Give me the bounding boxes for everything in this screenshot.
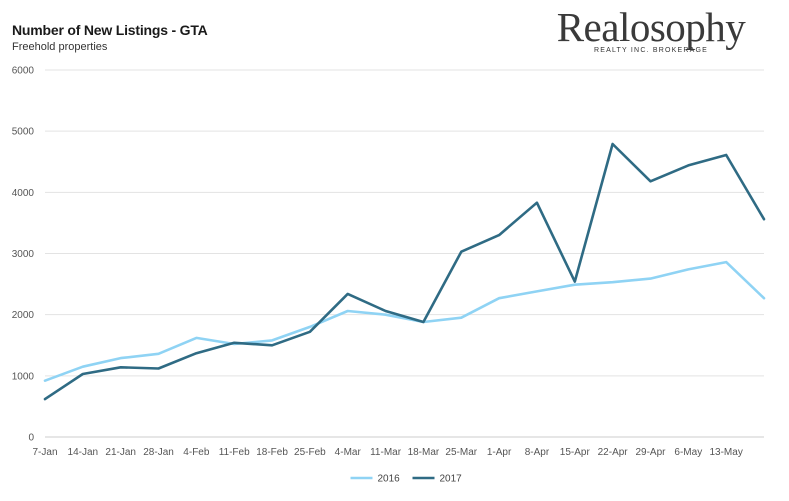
series-lines [43, 142, 766, 401]
chart-title: Number of New Listings - GTA [12, 22, 208, 38]
y-tick-label: 3000 [12, 249, 35, 260]
chart-subtitle: Freehold properties [12, 41, 108, 53]
x-axis-ticks: 7-Jan 14-Jan 21-Jan 28-Jan 4-Feb 11-Feb 18-Feb… [32, 447, 742, 458]
x-tick-label: 18-Mar [408, 447, 440, 458]
x-tick-label: 14-Jan [68, 447, 99, 458]
legend-label: 2016 [378, 474, 401, 485]
brand-logo: Realosophy REALTY INC. BROKERAGE [548, 4, 754, 54]
x-tick-label: 11-Feb [219, 447, 250, 458]
x-tick-label: 18-Feb [256, 447, 288, 458]
brand-name: Realosophy [556, 4, 746, 50]
y-tick-label: 6000 [12, 66, 35, 77]
x-tick-label: 6-May [674, 447, 702, 458]
x-tick-label: 25-Mar [445, 447, 477, 458]
brand-tagline: REALTY INC. BROKERAGE [593, 47, 709, 54]
x-tick-label: 4-Mar [335, 447, 362, 458]
x-tick-label: 22-Apr [598, 447, 629, 458]
y-tick-label: 5000 [12, 127, 35, 138]
y-axis-ticks: 0 1000 2000 3000 4000 5000 6000 [12, 66, 35, 444]
y-tick-label: 1000 [12, 371, 35, 382]
x-tick-label: 11-Mar [370, 447, 402, 458]
series-line-1 [43, 142, 766, 401]
series-line-0 [43, 260, 766, 383]
legend: 2016 2017 [350, 474, 463, 485]
x-tick-label: 21-Jan [105, 447, 136, 458]
x-tick-label: 25-Feb [294, 447, 326, 458]
y-tick-label: 0 [28, 433, 34, 444]
x-tick-label: 4-Feb [183, 447, 210, 458]
legend-label: 2017 [440, 474, 463, 485]
y-tick-label: 2000 [12, 310, 35, 321]
x-tick-label: 15-Apr [560, 447, 591, 458]
x-tick-label: 13-May [709, 447, 742, 458]
x-tick-label: 1-Apr [487, 447, 512, 458]
x-tick-label: 28-Jan [143, 447, 174, 458]
grid-lines [45, 69, 764, 438]
x-tick-label: 8-Apr [525, 447, 550, 458]
x-tick-label: 7-Jan [32, 447, 57, 458]
x-tick-label: 29-Apr [635, 447, 666, 458]
y-tick-label: 4000 [12, 188, 35, 199]
